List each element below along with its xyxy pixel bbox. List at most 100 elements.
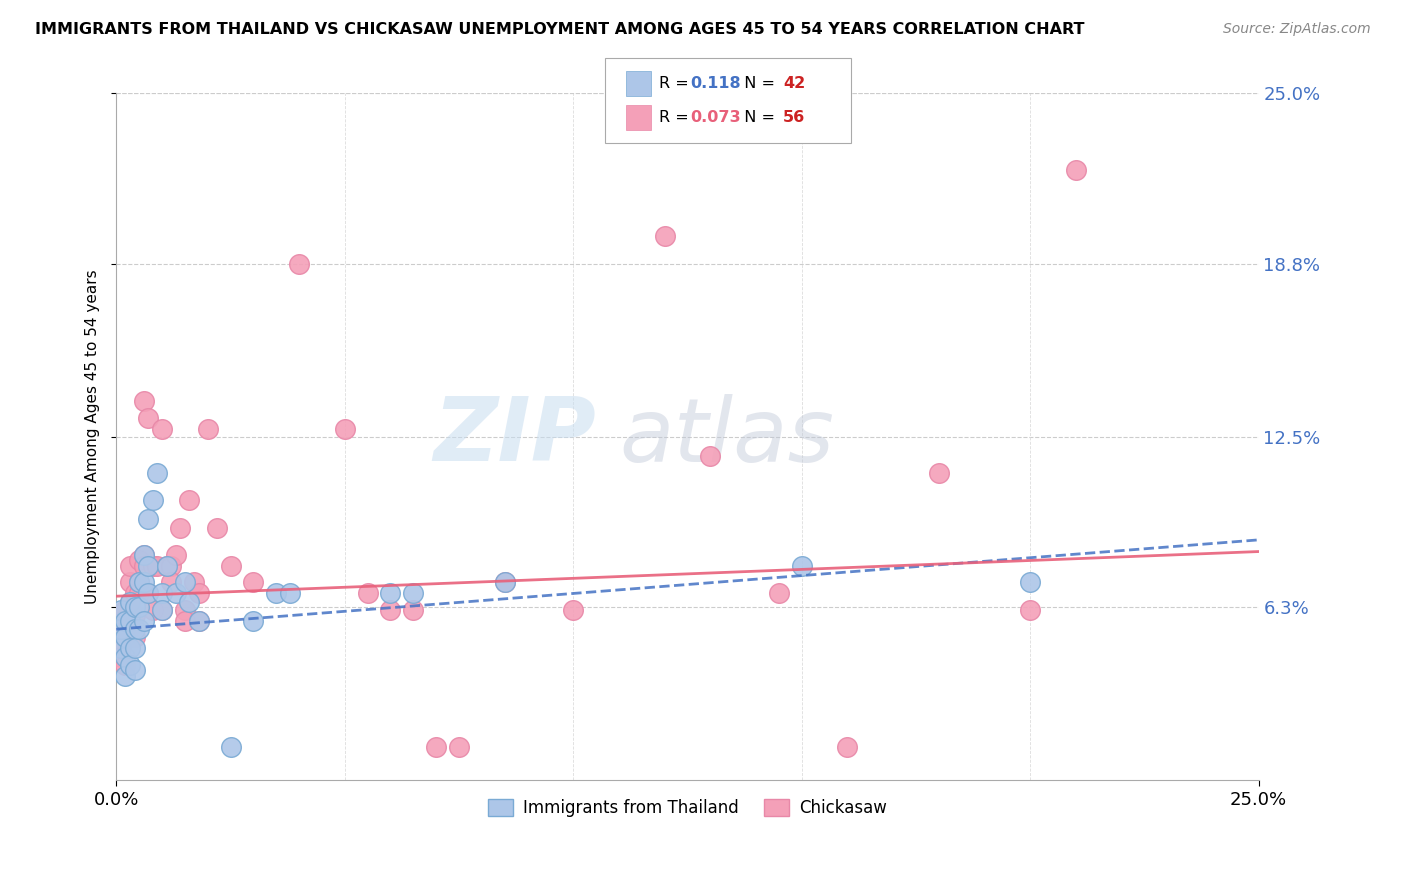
Point (118, 614, 141, 628)
Point (142, 493, 165, 508)
Point (380, 586, 402, 600)
Point (165, 586, 187, 600)
Point (132, 394, 155, 409)
Point (356, 586, 378, 600)
Point (136, 586, 159, 600)
Point (136, 512, 159, 526)
Text: 0.073: 0.073 (690, 110, 741, 125)
Point (790, 559, 813, 574)
Point (150, 421, 173, 435)
Point (173, 575, 195, 590)
Point (699, 449, 721, 463)
Point (128, 575, 150, 590)
Point (278, 586, 301, 600)
Point (197, 421, 219, 435)
Point (928, 466, 950, 480)
Point (110, 603, 132, 617)
Point (173, 603, 195, 617)
Point (142, 559, 165, 574)
Point (494, 575, 516, 590)
Point (1019, 603, 1042, 617)
Point (132, 559, 155, 574)
Point (114, 631, 136, 645)
Point (114, 657, 136, 672)
Point (128, 622, 150, 636)
Text: IMMIGRANTS FROM THAILAND VS CHICKASAW UNEMPLOYMENT AMONG AGES 45 TO 54 YEARS COR: IMMIGRANTS FROM THAILAND VS CHICKASAW UN… (35, 22, 1084, 37)
Point (114, 603, 136, 617)
Point (768, 586, 790, 600)
Point (124, 641, 146, 656)
Text: 42: 42 (783, 76, 806, 91)
Point (118, 575, 141, 590)
Point (124, 608, 146, 623)
Point (136, 410, 159, 425)
Point (562, 603, 585, 617)
Point (155, 559, 177, 574)
Text: atlas: atlas (619, 394, 834, 480)
Point (110, 614, 132, 628)
Point (142, 603, 165, 617)
Point (402, 603, 425, 617)
Point (128, 553, 150, 567)
Point (124, 600, 146, 615)
Point (114, 669, 136, 683)
Point (146, 466, 169, 480)
Point (169, 520, 191, 534)
Point (110, 636, 132, 650)
Point (205, 520, 228, 534)
Text: N =: N = (734, 110, 780, 125)
Point (1064, 163, 1087, 178)
Point (179, 493, 201, 508)
Text: Source: ZipAtlas.com: Source: ZipAtlas.com (1223, 22, 1371, 37)
Text: N =: N = (734, 76, 780, 91)
Point (124, 664, 146, 678)
Text: 56: 56 (783, 110, 806, 125)
Point (118, 657, 141, 672)
Point (242, 614, 264, 628)
Point (264, 586, 287, 600)
Point (114, 622, 136, 636)
Point (110, 641, 132, 656)
Point (110, 649, 132, 664)
Point (173, 614, 195, 628)
Point (165, 548, 187, 562)
Point (160, 559, 183, 574)
Point (380, 603, 402, 617)
Point (114, 614, 136, 628)
Y-axis label: Unemployment Among Ages 45 to 54 years: Unemployment Among Ages 45 to 54 years (86, 269, 100, 604)
Point (132, 548, 155, 562)
Point (219, 740, 242, 755)
Point (118, 559, 141, 574)
Point (110, 622, 132, 636)
Text: R =: R = (659, 110, 695, 125)
Point (183, 575, 205, 590)
Point (136, 586, 159, 600)
Point (136, 559, 159, 574)
Point (242, 575, 264, 590)
Point (402, 586, 425, 600)
Point (118, 595, 141, 609)
Point (118, 595, 141, 609)
Point (128, 600, 150, 615)
Point (219, 559, 242, 574)
Point (187, 614, 209, 628)
Point (187, 614, 209, 628)
Point (187, 586, 209, 600)
Point (128, 586, 150, 600)
Point (288, 257, 311, 271)
Point (150, 586, 173, 600)
Point (654, 229, 676, 244)
Text: 0.118: 0.118 (690, 76, 741, 91)
Point (179, 595, 201, 609)
Point (124, 586, 146, 600)
Point (494, 575, 516, 590)
Point (128, 575, 150, 590)
Point (132, 548, 155, 562)
Text: R =: R = (659, 76, 695, 91)
Point (150, 603, 173, 617)
Point (146, 559, 169, 574)
Point (837, 740, 859, 755)
Point (1019, 575, 1042, 590)
Point (155, 559, 177, 574)
Point (114, 649, 136, 664)
